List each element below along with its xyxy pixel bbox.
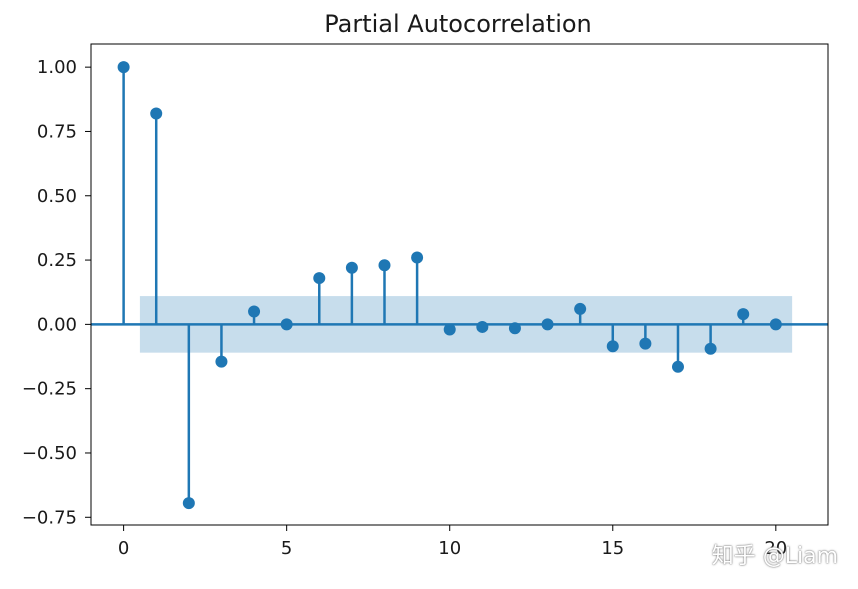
x-tick-label-10: 10 bbox=[438, 538, 461, 559]
stem-marker-11 bbox=[476, 320, 489, 333]
stem-marker-9 bbox=[411, 251, 424, 264]
axes-frame bbox=[90, 43, 829, 526]
stem-marker-3 bbox=[215, 355, 228, 368]
stem-marker-12 bbox=[508, 322, 521, 335]
stem-marker-10 bbox=[443, 323, 456, 336]
y-tick-label-1: 0.75 bbox=[37, 121, 77, 142]
stem-marker-16 bbox=[639, 337, 652, 350]
stem-marker-20 bbox=[769, 318, 782, 331]
stem-marker-4 bbox=[248, 305, 261, 318]
stem-marker-2 bbox=[182, 497, 195, 510]
stem-marker-14 bbox=[574, 302, 587, 315]
x-tick-label-5: 5 bbox=[281, 538, 292, 559]
chart-title: Partial Autocorrelation bbox=[324, 10, 592, 38]
stem-marker-1 bbox=[150, 107, 163, 120]
y-tick-label-0: 1.00 bbox=[37, 57, 77, 78]
plot-area: 0 5 10 15 20 1.00 0.75 0.50 0.25 0.00 −0.25 −0.50 −0… bbox=[22, 57, 828, 559]
y-tick-label-7: −0.75 bbox=[22, 507, 77, 528]
y-tick-label-5: −0.25 bbox=[22, 379, 77, 400]
stem-marker-17 bbox=[671, 360, 684, 373]
stem-marker-18 bbox=[704, 342, 717, 355]
stem-marker-19 bbox=[737, 308, 750, 321]
y-tick-label-2: 0.50 bbox=[37, 186, 77, 207]
stem-marker-7 bbox=[345, 261, 358, 274]
x-tick-label-0: 0 bbox=[118, 538, 129, 559]
stem-marker-13 bbox=[541, 318, 554, 331]
stem-marker-5 bbox=[280, 318, 293, 331]
x-tick-label-20: 20 bbox=[764, 538, 787, 559]
y-tick-label-6: −0.50 bbox=[22, 443, 77, 464]
y-tick-label-4: 0.00 bbox=[37, 314, 77, 335]
y-tick-label-3: 0.25 bbox=[37, 250, 77, 271]
stem-marker-0 bbox=[117, 61, 130, 74]
watermark: 知乎 @Liam bbox=[711, 544, 838, 569]
stem-marker-6 bbox=[313, 272, 326, 285]
stem-marker-15 bbox=[606, 340, 619, 353]
x-tick-label-15: 15 bbox=[601, 538, 624, 559]
stem-marker-8 bbox=[378, 259, 391, 272]
